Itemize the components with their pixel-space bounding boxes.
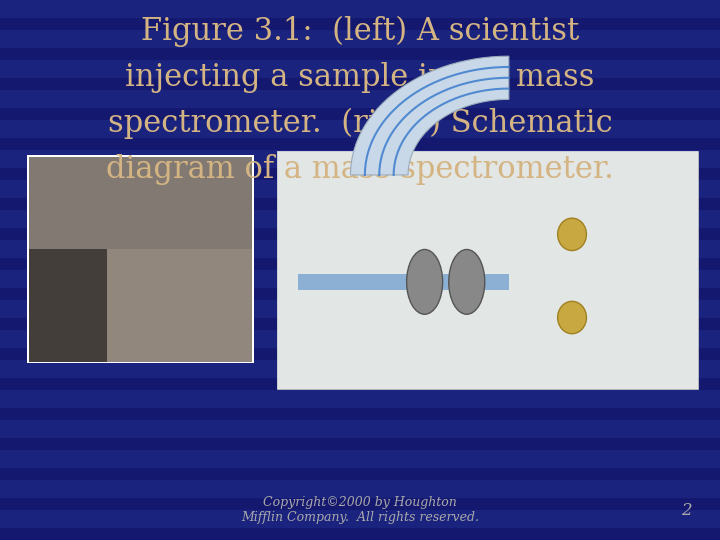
Bar — [0, 228, 720, 240]
Ellipse shape — [557, 218, 587, 251]
Bar — [0, 18, 720, 30]
Polygon shape — [351, 56, 509, 175]
Bar — [0, 48, 720, 60]
Bar — [0, 318, 720, 330]
Bar — [0, 108, 720, 120]
Bar — [298, 274, 509, 290]
Bar — [29, 157, 252, 249]
Text: Figure 3.1:  (left) A scientist: Figure 3.1: (left) A scientist — [141, 16, 579, 48]
Bar — [0, 258, 720, 270]
Bar — [0, 468, 720, 480]
Bar — [0, 348, 720, 360]
Bar — [0, 408, 720, 420]
Bar — [0, 438, 720, 450]
Bar — [0, 138, 720, 150]
Bar — [29, 157, 252, 362]
Bar — [0, 78, 720, 90]
Ellipse shape — [407, 249, 443, 314]
Text: spectrometer.  (right) Schematic: spectrometer. (right) Schematic — [108, 108, 612, 139]
Text: diagram of a mass spectrometer.: diagram of a mass spectrometer. — [106, 154, 614, 185]
Text: Copyright©2000 by Houghton
Mifflin Company.  All rights reserved.: Copyright©2000 by Houghton Mifflin Compa… — [241, 496, 479, 524]
Text: injecting a sample into a mass: injecting a sample into a mass — [125, 62, 595, 93]
Bar — [0, 288, 720, 300]
Bar — [277, 151, 698, 389]
Bar — [0, 378, 720, 390]
Bar — [0, 528, 720, 540]
Bar — [0, 198, 720, 210]
Bar — [0, 498, 720, 510]
Bar — [107, 249, 252, 362]
Text: 2: 2 — [680, 502, 691, 519]
Bar — [0, 168, 720, 180]
Bar — [29, 249, 107, 362]
Bar — [27, 155, 254, 363]
Ellipse shape — [449, 249, 485, 314]
Bar — [277, 151, 698, 389]
Ellipse shape — [557, 301, 587, 334]
